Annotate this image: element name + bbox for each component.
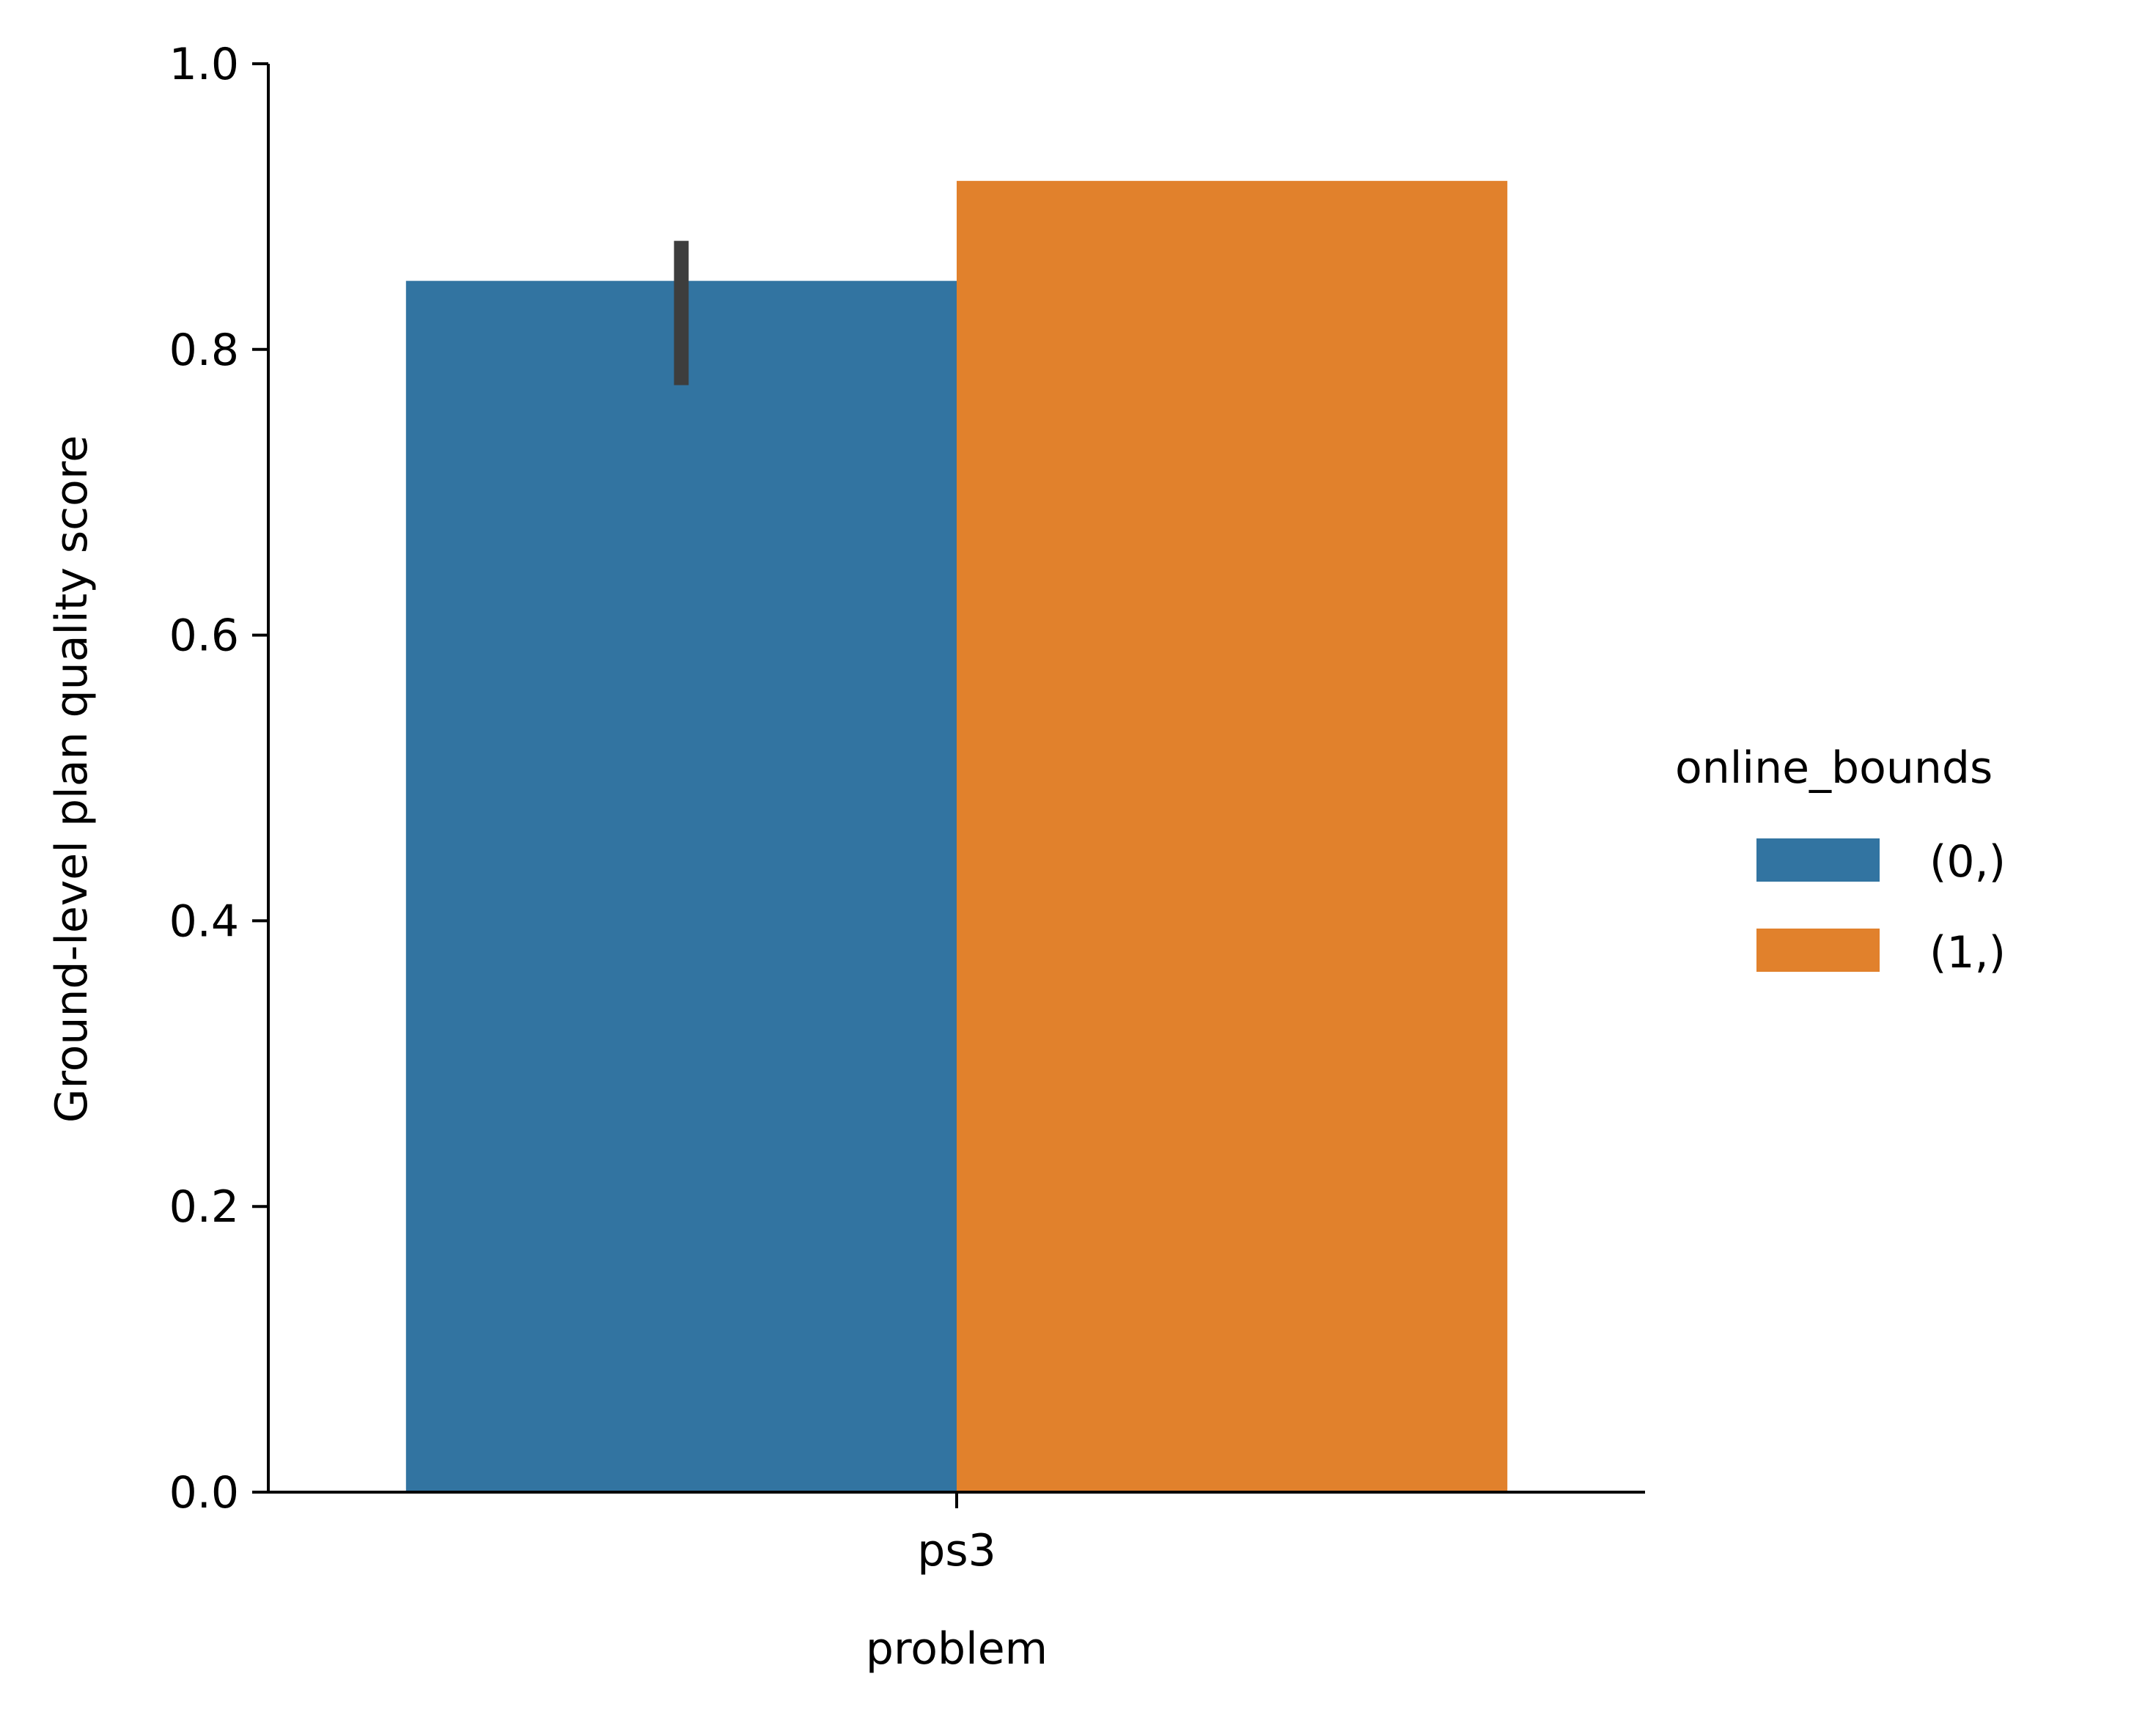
legend-item: (0,) [1756,836,2006,888]
legend-label: (0,) [1929,836,2006,888]
legend: online_bounds (0,) (1,) [1675,742,2006,978]
bar-ps3-series-0 [405,281,957,1492]
x-tick-label: ps3 [917,1525,996,1576]
y-ticks: 0.0 0.2 0.4 0.6 0.8 1.0 [169,39,268,1519]
x-ticks: ps3 [917,1492,996,1576]
y-tick-label: 0.0 [169,1467,239,1519]
legend-item: (1,) [1756,927,2006,978]
plot-area [405,180,1508,1492]
y-tick-label: 0.4 [169,896,239,947]
y-tick-label: 0.6 [169,610,239,662]
y-tick-label: 0.2 [169,1181,239,1233]
legend-swatch [1756,838,1880,882]
x-axis-label: problem [866,1623,1048,1675]
legend-label: (1,) [1929,927,2006,978]
legend-swatch [1756,929,1880,972]
y-tick-label: 1.0 [169,39,239,90]
y-axis-label: Ground-level plan quality score [46,435,98,1123]
y-tick-label: 0.8 [169,325,239,376]
bar-ps3-series-1 [957,180,1508,1492]
legend-title: online_bounds [1675,742,1993,794]
